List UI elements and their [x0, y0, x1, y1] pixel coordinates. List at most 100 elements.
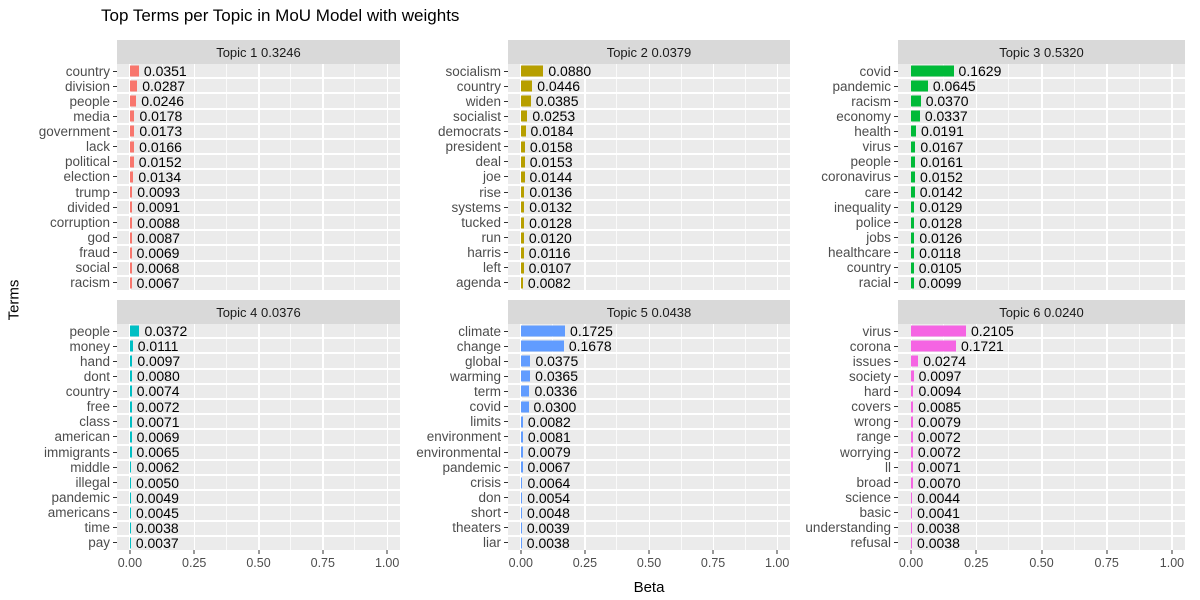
value-label: 0.0071	[136, 413, 180, 430]
bar-row: 0.0069	[117, 428, 400, 446]
term-label-row: god	[0, 230, 117, 245]
y-tick-mark	[113, 176, 117, 178]
term-label-row: wrong	[790, 414, 898, 429]
term-label: joe	[482, 169, 501, 185]
value-label: 0.0166	[139, 138, 182, 155]
x-tick-label: 1.00	[374, 556, 400, 570]
bar-row: 0.0370	[898, 92, 1185, 109]
y-tick-mark	[894, 406, 898, 408]
term-label-row: run	[400, 230, 508, 245]
y-tick-mark	[894, 116, 898, 118]
bar-understanding	[911, 522, 913, 534]
bar-short	[520, 507, 523, 519]
value-label: 0.0128	[529, 214, 572, 231]
y-tick-mark	[113, 361, 117, 363]
bar-row: 0.0081	[508, 428, 790, 445]
term-label: liar	[482, 534, 501, 550]
bar-systems	[520, 201, 525, 213]
gridline	[680, 324, 682, 550]
bar-americans	[129, 507, 132, 519]
gridline	[584, 324, 586, 550]
gridline	[712, 64, 715, 290]
term-label: systems	[451, 199, 501, 215]
value-label: 0.0132	[529, 199, 573, 216]
x-axis-title: Beta	[633, 579, 665, 596]
gridline	[193, 64, 196, 290]
bar-environmental	[520, 446, 523, 458]
gridline	[1041, 324, 1043, 550]
term-label: racism	[70, 274, 110, 290]
bar-free	[129, 401, 132, 413]
bar-hand	[129, 355, 133, 367]
gridline	[1041, 64, 1043, 290]
term-label-row: socialism	[400, 64, 508, 79]
value-label: 0.0045	[136, 505, 179, 522]
bar-row: 0.0094	[898, 382, 1185, 399]
x-tick-label: 1.00	[1159, 556, 1185, 570]
value-label: 0.0037	[135, 535, 179, 552]
term-label: country	[846, 259, 891, 275]
y-tick-mark	[504, 191, 508, 193]
term-label-row: dont	[0, 369, 117, 384]
value-label: 0.0097	[918, 368, 962, 385]
term-label-row: ll	[790, 460, 898, 475]
x-tick-label: 0.50	[636, 556, 662, 570]
y-tick-mark	[113, 451, 117, 453]
value-label: 0.1629	[958, 62, 1002, 79]
term-label: pandemic	[442, 459, 501, 475]
bar-coronavirus	[911, 171, 915, 183]
y-tick-mark	[113, 331, 117, 333]
value-label: 0.0645	[932, 77, 976, 94]
facet-panel-1: 0.0351 0.0287 0.0246 0.0178 0.0173 0.0166 0.01…	[117, 63, 400, 291]
bar-row: 0.0274	[898, 352, 1185, 369]
term-label: basic	[859, 504, 891, 520]
term-label-row: trump	[0, 185, 117, 200]
y-axis-labels-6: virus corona issues society hard covers wrong r…	[790, 324, 898, 550]
term-label: racial	[858, 274, 891, 290]
x-tick-label: 0.50	[1029, 556, 1054, 570]
term-label: police	[855, 214, 891, 230]
facet-strip-3: Topic 3 0.5320	[898, 40, 1185, 64]
term-label: agenda	[455, 274, 501, 290]
value-label: 0.0069	[136, 429, 180, 446]
term-label: hard	[863, 384, 891, 400]
bar-row: 0.0080	[117, 367, 400, 384]
bar-row: 0.0142	[898, 183, 1185, 200]
term-label-row: time	[0, 520, 117, 535]
value-label: 0.0054	[527, 489, 571, 506]
value-label: 0.0087	[137, 229, 180, 246]
term-label-row: police	[790, 215, 898, 230]
gridline	[744, 324, 746, 550]
x-tick-label: 0.25	[572, 556, 598, 570]
value-label: 0.0069	[136, 245, 180, 262]
bar-row: 0.0049	[117, 489, 400, 506]
x-tick-mark	[776, 550, 778, 554]
term-label-row: virus	[790, 139, 898, 154]
term-label: environmental	[416, 444, 501, 460]
value-label: 0.0085	[918, 398, 962, 415]
gridline	[290, 64, 292, 290]
term-label-row: short	[400, 505, 508, 520]
bar-row: 0.0105	[898, 259, 1185, 276]
facet-grid: Beta Topic 1 0.3246 country division people…	[0, 40, 1185, 598]
bar-row: 0.0246	[117, 92, 400, 109]
bar-row: 0.0134	[117, 168, 400, 185]
bar-row: 0.0071	[117, 413, 400, 430]
y-tick-mark	[894, 481, 898, 483]
bar-row: 0.0074	[117, 382, 400, 399]
bar-row: 0.0173	[117, 122, 400, 139]
value-label: 0.0038	[135, 520, 179, 537]
y-tick-mark	[894, 101, 898, 103]
gridline	[1171, 324, 1174, 550]
bar-society	[911, 370, 914, 382]
term-label-row: country	[0, 64, 117, 79]
bar-row: 0.0253	[508, 107, 790, 124]
bar-row: 0.0091	[117, 198, 400, 215]
value-label: 0.0041	[917, 505, 960, 522]
bar-socialist	[520, 110, 528, 122]
term-label: pandemic	[51, 489, 110, 505]
term-label-row: country	[0, 384, 117, 399]
term-label: short	[470, 504, 501, 520]
term-label: left	[482, 259, 501, 275]
bar-row: 0.0144	[508, 168, 790, 185]
